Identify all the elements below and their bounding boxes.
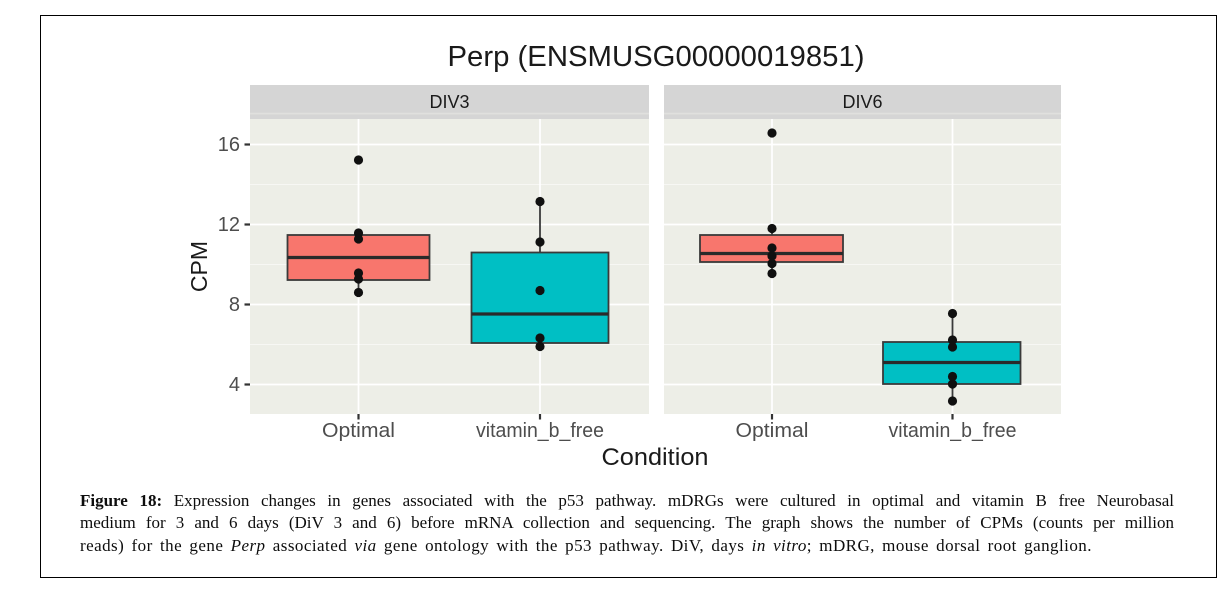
svg-text:Optimal: Optimal [736, 420, 809, 442]
svg-text:Optimal: Optimal [322, 420, 395, 442]
svg-text:vitamin_b_free: vitamin_b_free [476, 420, 604, 442]
svg-text:8: 8 [229, 294, 240, 316]
svg-text:16: 16 [218, 134, 240, 156]
svg-text:Perp (ENSMUSG00000019851): Perp (ENSMUSG00000019851) [448, 41, 865, 73]
svg-text:vitamin_b_free: vitamin_b_free [889, 420, 1017, 442]
svg-text:12: 12 [218, 214, 240, 236]
svg-text:4: 4 [229, 374, 240, 396]
svg-text:CPM: CPM [186, 241, 212, 292]
svg-text:DIV6: DIV6 [843, 92, 883, 112]
svg-text:Condition: Condition [602, 444, 709, 471]
svg-text:DIV3: DIV3 [430, 92, 470, 112]
